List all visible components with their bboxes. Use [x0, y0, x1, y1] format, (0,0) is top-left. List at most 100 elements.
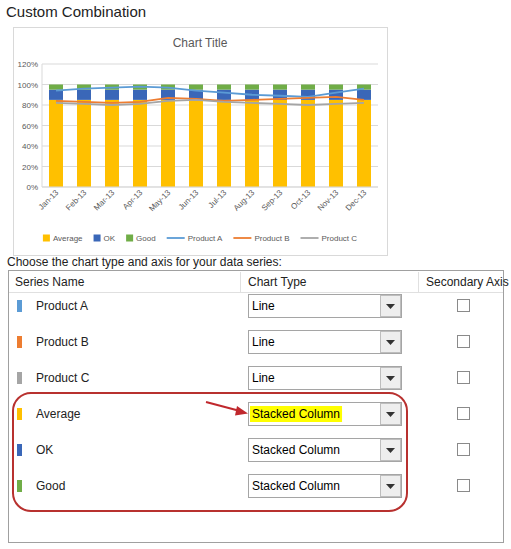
- secondary-axis-checkbox[interactable]: [458, 336, 470, 348]
- legend-label: Good: [136, 234, 156, 243]
- column-segment: [329, 85, 343, 90]
- column-segment: [301, 100, 315, 187]
- column-segment: [329, 100, 343, 187]
- legend: AverageOKGoodProduct AProduct BProduct C: [43, 234, 357, 243]
- legend-label: Average: [53, 234, 83, 243]
- grid-line: [42, 125, 378, 126]
- dropdown-button[interactable]: [381, 332, 401, 353]
- series-line: [56, 100, 364, 105]
- column-segment: [189, 100, 203, 187]
- column-segment: [105, 90, 119, 100]
- secondary-axis-checkbox[interactable]: [458, 300, 470, 312]
- secondary-axis-checkbox[interactable]: [458, 372, 470, 384]
- column-segment: [217, 85, 231, 90]
- column-segment: [357, 100, 371, 187]
- chart-type-value: Line: [252, 371, 275, 385]
- dropdown-arrow: [386, 376, 395, 381]
- secondary-axis-checkbox[interactable]: [458, 408, 470, 420]
- column-segment: [273, 100, 287, 187]
- legend-swatch: [233, 237, 251, 239]
- x-tick-label: Oct-13: [289, 188, 313, 212]
- dialog-heading: Custom Combination: [6, 3, 146, 20]
- series-name: Average: [36, 407, 81, 421]
- legend-item: Product C: [301, 234, 358, 243]
- column-segment: [189, 85, 203, 90]
- legend-item: Product A: [167, 234, 223, 243]
- column-header: Series Name: [15, 275, 85, 289]
- chart-area: [14, 28, 388, 256]
- grid-line: [42, 64, 378, 65]
- chart-type-value: Stacked Column: [252, 407, 340, 421]
- legend-item: Good: [126, 234, 156, 243]
- x-tick-label: Jul-13: [207, 188, 229, 210]
- chart-type-value: Line: [252, 335, 275, 349]
- chart-type-dropdown[interactable]: [249, 475, 402, 498]
- series-line: [56, 87, 364, 97]
- column-segment: [245, 100, 259, 187]
- column-segment: [133, 100, 147, 187]
- y-axis-line: [42, 64, 43, 187]
- chart-type-dropdown[interactable]: [249, 331, 402, 354]
- series-name: Product A: [36, 299, 88, 313]
- legend-swatch: [94, 235, 101, 242]
- chart-type-value: Line: [252, 299, 275, 313]
- column-segment: [133, 90, 147, 100]
- chart-type-value: Stacked Column: [252, 443, 340, 457]
- column-segment: [357, 90, 371, 100]
- series-swatch: [17, 336, 22, 348]
- chart-type-value: Stacked Column: [252, 479, 340, 493]
- column-segment: [301, 85, 315, 90]
- legend-label: Product B: [254, 234, 289, 243]
- chart-title: Chart Title: [173, 36, 228, 50]
- series-name: Product B: [36, 335, 89, 349]
- secondary-axis-checkbox[interactable]: [458, 480, 470, 492]
- series-line: [56, 97, 364, 103]
- y-tick-label: 0%: [26, 183, 38, 192]
- dropdown-button[interactable]: [381, 296, 401, 317]
- text-highlight: [250, 406, 342, 422]
- column-divider: [418, 272, 419, 292]
- legend-swatch: [126, 235, 133, 242]
- chart-type-dropdown[interactable]: [249, 403, 402, 426]
- secondary-axis-checkbox[interactable]: [458, 444, 470, 456]
- annotation-outline: [13, 393, 407, 511]
- y-tick-label: 100%: [18, 81, 38, 90]
- column-segment: [77, 100, 91, 187]
- dropdown-arrow: [386, 448, 395, 453]
- chart-type-dropdown[interactable]: [249, 439, 402, 462]
- series-swatch: [17, 300, 22, 312]
- dropdown-arrow: [386, 304, 395, 309]
- series-name: Product C: [36, 371, 90, 385]
- column-divider: [240, 272, 241, 292]
- x-tick-label: Nov-13: [316, 188, 341, 213]
- x-tick-label: May-13: [147, 188, 173, 214]
- legend-swatch: [301, 237, 319, 239]
- chart-type-dropdown[interactable]: [249, 295, 402, 318]
- chart-type-dropdown[interactable]: [249, 367, 402, 390]
- dropdown-button[interactable]: [381, 368, 401, 389]
- header-divider: [9, 292, 503, 293]
- column-header: Chart Type: [248, 275, 307, 289]
- annotation-arrow-head: [235, 406, 248, 416]
- column-segment: [105, 100, 119, 187]
- legend-item: Product B: [233, 234, 289, 243]
- dropdown-button[interactable]: [381, 440, 401, 461]
- y-tick-label: 60%: [22, 122, 38, 131]
- grid-line: [42, 84, 378, 85]
- legend-item: Average: [43, 234, 83, 243]
- column-segment: [273, 85, 287, 90]
- column-segment: [161, 100, 175, 187]
- series-name: Good: [36, 479, 65, 493]
- dropdown-button[interactable]: [381, 404, 401, 425]
- dropdown-arrow: [386, 340, 395, 345]
- column-segment: [217, 100, 231, 187]
- x-tick-label: Sep-13: [260, 188, 285, 213]
- series-table: [9, 271, 504, 543]
- x-tick-label: Apr-13: [121, 188, 145, 212]
- dropdown-button[interactable]: [381, 476, 401, 497]
- legend-label: Product C: [322, 234, 358, 243]
- x-tick-label: Jun-13: [177, 188, 201, 212]
- series-swatch: [17, 444, 22, 456]
- legend-label: Product A: [188, 234, 223, 243]
- y-tick-label: 20%: [22, 163, 38, 172]
